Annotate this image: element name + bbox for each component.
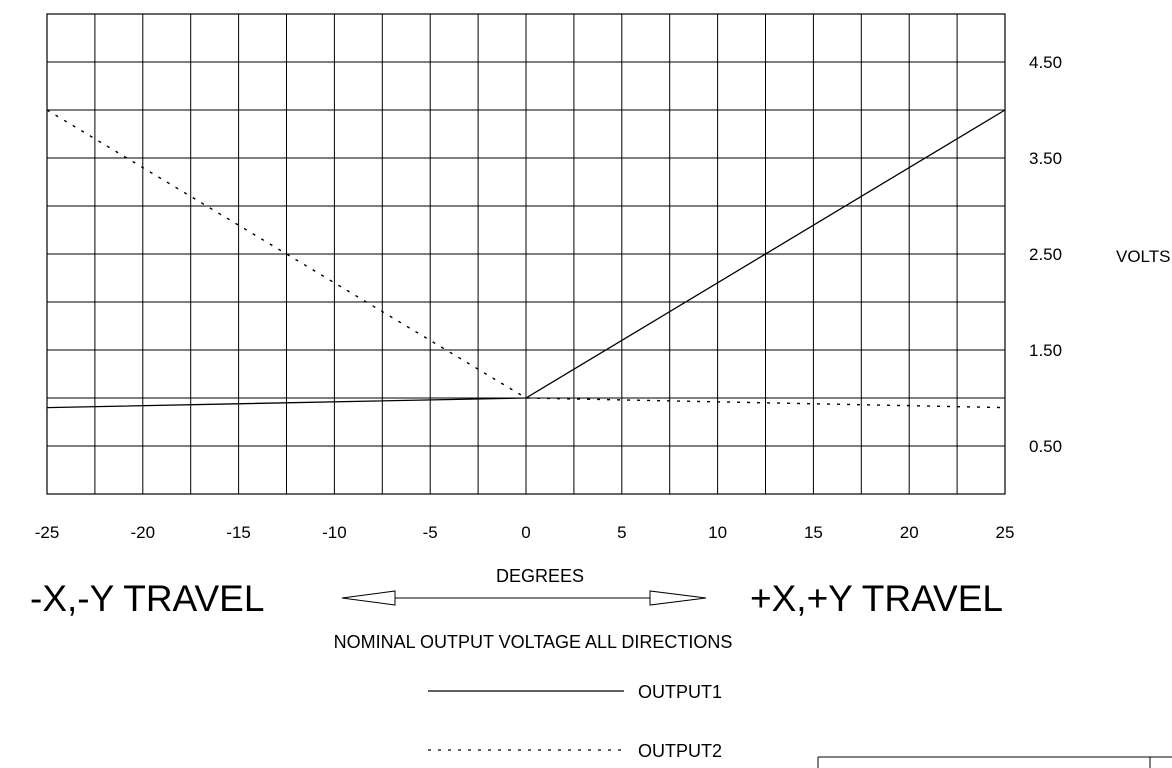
y-tick-label: 0.50	[1029, 437, 1062, 456]
right-travel-label: +X,+Y TRAVEL	[750, 578, 1003, 619]
chart-series	[46, 109, 1006, 409]
x-tick-labels: -25 -20 -15 -10 -5 0 5 10 15 20 25	[35, 523, 1015, 542]
y-axis-label: VOLTS	[1116, 247, 1170, 266]
chart-grid	[46, 13, 1006, 495]
y-tick-label: 1.50	[1029, 341, 1062, 360]
left-travel-label: -X,-Y TRAVEL	[30, 578, 264, 619]
title-block	[817, 756, 1172, 768]
chart-caption: NOMINAL OUTPUT VOLTAGE ALL DIRECTIONS	[334, 632, 733, 652]
arrow-head-left	[341, 590, 396, 606]
y-tick-label: 3.50	[1029, 149, 1062, 168]
x-tick-label: -5	[423, 523, 438, 542]
y-tick-label: 4.50	[1029, 53, 1062, 72]
x-tick-label: 10	[708, 523, 727, 542]
x-axis-label: DEGREES	[496, 566, 584, 586]
y-tick-label: 2.50	[1029, 245, 1062, 264]
direction-arrow	[341, 590, 707, 606]
legend-label-output2: OUTPUT2	[638, 741, 722, 761]
y-tick-labels: 4.50 3.50 2.50 1.50 0.50	[1029, 53, 1062, 456]
x-tick-label: 15	[804, 523, 823, 542]
x-tick-label: 20	[900, 523, 919, 542]
x-tick-label: -10	[322, 523, 347, 542]
x-tick-label: 25	[996, 523, 1015, 542]
x-tick-label: 0	[521, 523, 530, 542]
x-tick-label: -15	[226, 523, 251, 542]
legend-label-output1: OUTPUT1	[638, 682, 722, 702]
x-tick-label: 5	[617, 523, 626, 542]
x-tick-label: -20	[131, 523, 156, 542]
series-line-output1	[46, 109, 1006, 409]
legend: OUTPUT1 OUTPUT2	[428, 682, 722, 761]
x-tick-label: -25	[35, 523, 60, 542]
arrow-head-right	[649, 590, 707, 606]
